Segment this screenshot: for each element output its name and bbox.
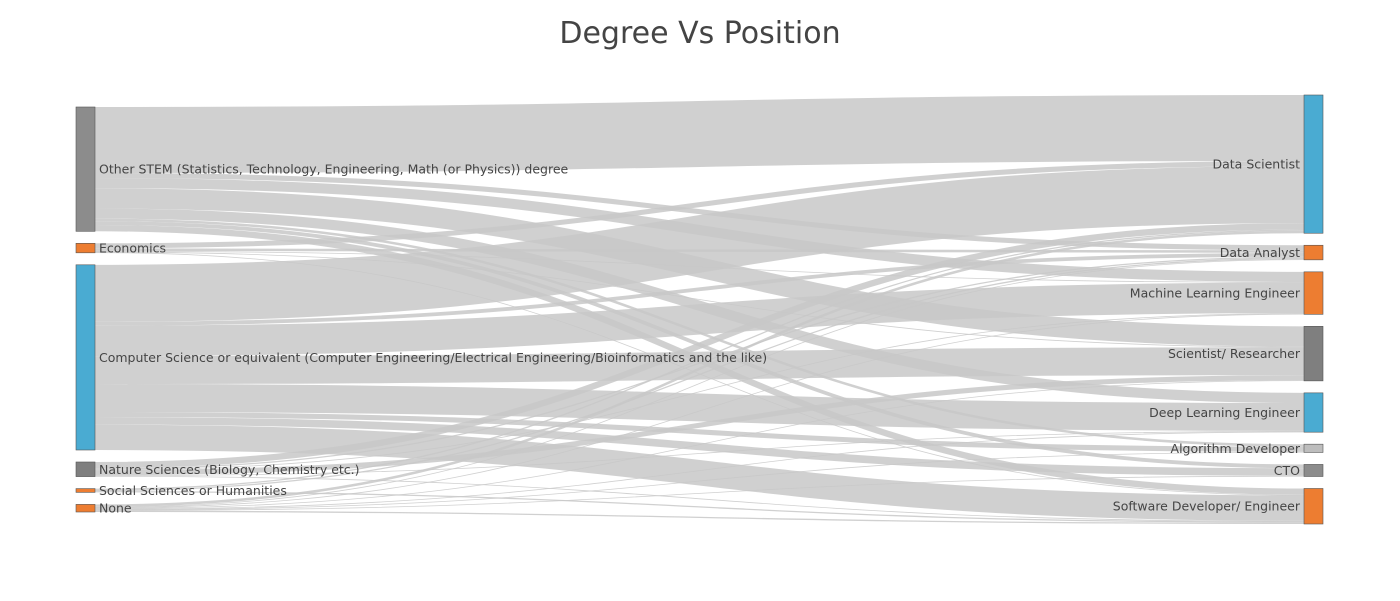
link-other-stem-statistics-te-to-data-scientist[interactable] <box>94 95 1305 173</box>
sankey-nodes <box>75 94 1324 525</box>
node-label-cto: CTO <box>1274 463 1300 478</box>
link-economics-to-scientist-researcher[interactable] <box>94 251 1305 348</box>
node-machine-learning-engineer[interactable] <box>1303 271 1324 315</box>
link-none-to-software-developer-engineer[interactable] <box>94 510 1305 525</box>
node-label-none: None <box>99 501 132 516</box>
link-none-to-scientist-researcher[interactable] <box>94 380 1305 509</box>
link-nature-sciences-biology--to-scientist-researcher[interactable] <box>94 375 1305 476</box>
sankey-links <box>94 95 1305 525</box>
link-computer-science-or-equi-to-data-analyst[interactable] <box>94 252 1305 326</box>
node-label-machine-learning-engineer: Machine Learning Engineer <box>1130 286 1301 301</box>
node-software-developer-engineer[interactable] <box>1303 488 1324 525</box>
link-computer-science-or-equi-to-deep-learning-engineer[interactable] <box>94 384 1305 431</box>
node-data-scientist[interactable] <box>1303 94 1324 234</box>
chart-title: Degree Vs Position <box>559 16 841 51</box>
link-computer-science-or-equi-to-data-scientist[interactable] <box>94 166 1305 322</box>
node-cto[interactable] <box>1303 464 1324 477</box>
link-economics-to-data-scientist[interactable] <box>94 160 1305 249</box>
link-computer-science-or-equi-to-machine-learning-engineer[interactable] <box>94 282 1305 357</box>
sankey-labels: Other STEM (Statistics, Technology, Engi… <box>99 157 1301 516</box>
node-label-data-analyst: Data Analyst <box>1220 245 1300 260</box>
node-nature-sciences-biology-chemistry-etc[interactable] <box>75 461 96 477</box>
link-nature-sciences-biology--to-software-developer-engineer[interactable] <box>94 475 1305 522</box>
node-label-data-scientist: Data Scientist <box>1213 157 1301 172</box>
link-social-sciences-or-human-to-software-developer-engineer[interactable] <box>94 491 1305 523</box>
node-label-economics: Economics <box>99 241 166 256</box>
link-nature-sciences-biology--to-data-analyst[interactable] <box>94 256 1305 470</box>
node-label-computer-science-or-equivalent-computer-: Computer Science or equivalent (Computer… <box>99 350 767 365</box>
node-label-other-stem-statistics-technology-enginee: Other STEM (Statistics, Technology, Engi… <box>99 162 569 177</box>
link-social-sciences-or-human-to-data-scientist[interactable] <box>94 229 1305 490</box>
link-none-to-data-analyst[interactable] <box>94 259 1305 508</box>
node-label-scientist-researcher: Scientist/ Researcher <box>1168 346 1301 361</box>
node-deep-learning-engineer[interactable] <box>1303 392 1324 433</box>
node-economics[interactable] <box>75 243 96 254</box>
node-computer-science-or-equivalent-computer-[interactable] <box>75 264 96 451</box>
link-computer-science-or-equi-to-cto[interactable] <box>94 417 1305 476</box>
node-label-algorithm-developer: Algorithm Developer <box>1171 441 1301 456</box>
node-none[interactable] <box>75 504 96 513</box>
node-data-analyst[interactable] <box>1303 244 1324 261</box>
link-none-to-cto[interactable] <box>94 475 1305 511</box>
link-none-to-data-scientist[interactable] <box>94 230 1305 507</box>
link-nature-sciences-biology--to-machine-learning-engineer[interactable] <box>94 313 1305 471</box>
link-none-to-algorithm-developer[interactable] <box>94 451 1305 511</box>
node-scientist-researcher[interactable] <box>1303 326 1324 382</box>
node-label-social-sciences-or-humanities: Social Sciences or Humanities <box>99 483 287 498</box>
link-none-to-machine-learning-engineer[interactable] <box>94 313 1305 509</box>
link-computer-science-or-equi-to-algorithm-developer[interactable] <box>94 411 1305 452</box>
link-nature-sciences-biology--to-data-scientist[interactable] <box>94 223 1305 469</box>
node-label-deep-learning-engineer: Deep Learning Engineer <box>1149 405 1301 420</box>
node-algorithm-developer[interactable] <box>1303 443 1324 453</box>
node-label-nature-sciences-biology-chemistry-etc: Nature Sciences (Biology, Chemistry etc.… <box>99 462 360 477</box>
node-social-sciences-or-humanities[interactable] <box>75 488 96 493</box>
node-other-stem-statistics-technology-enginee[interactable] <box>75 106 96 232</box>
link-computer-science-or-equi-to-scientist-researcher[interactable] <box>94 347 1305 385</box>
link-social-sciences-or-human-to-data-analyst[interactable] <box>94 257 1305 492</box>
node-label-software-developer-engineer: Software Developer/ Engineer <box>1113 499 1301 514</box>
link-none-to-deep-learning-engineer[interactable] <box>94 431 1305 510</box>
link-computer-science-or-equi-to-software-developer-engineer[interactable] <box>94 424 1305 521</box>
